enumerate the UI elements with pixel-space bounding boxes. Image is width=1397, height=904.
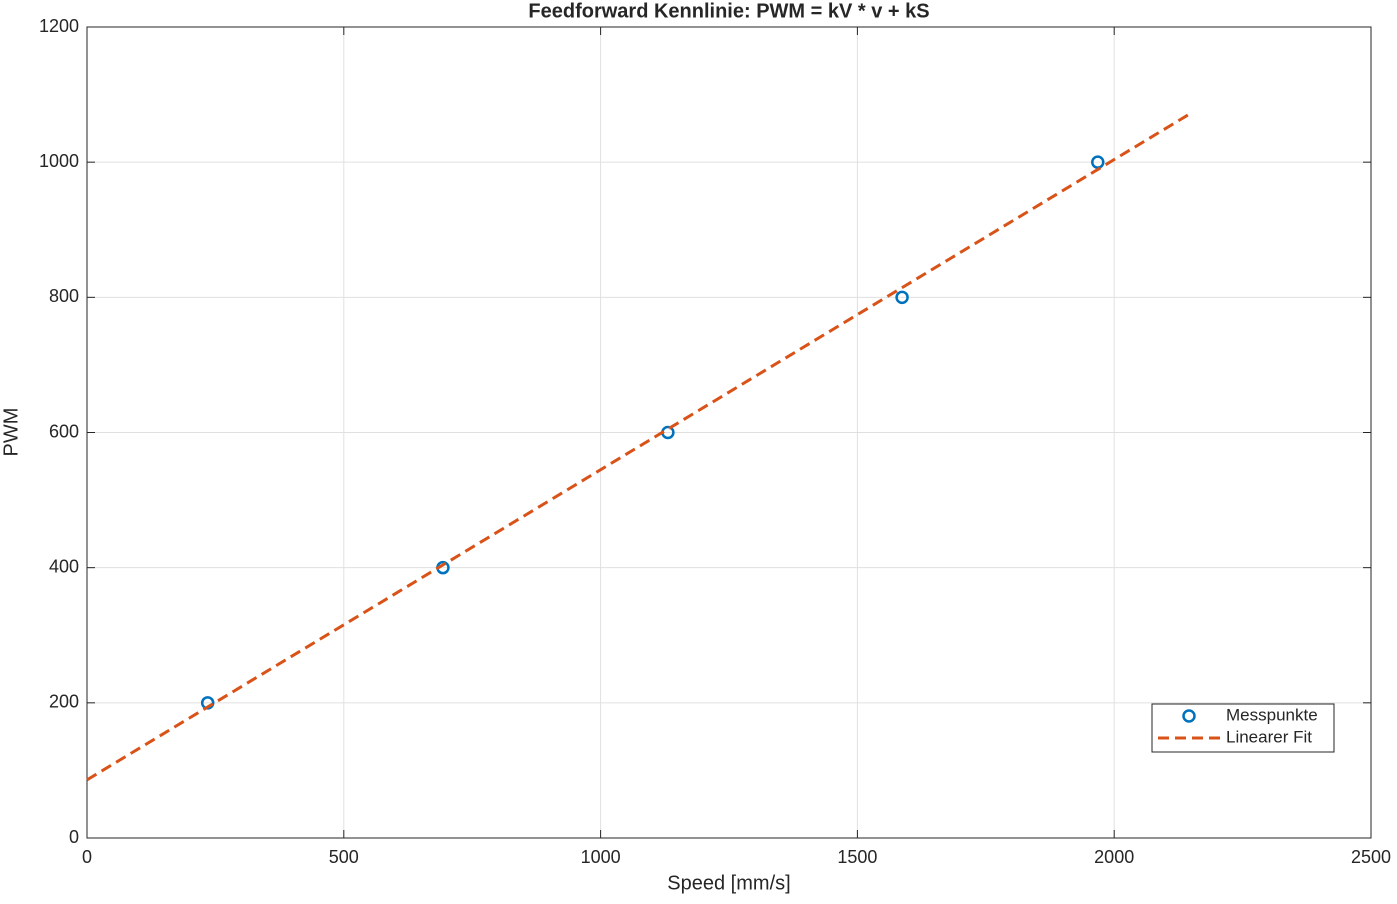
- plot-frame: [86, 26, 1372, 839]
- y-tick-label: 0: [69, 827, 79, 847]
- x-tick-label: 500: [329, 847, 359, 867]
- y-tick-label: 1000: [39, 151, 79, 171]
- x-tick-label: 2000: [1094, 847, 1134, 867]
- legend-marker: [1182, 709, 1196, 723]
- x-tick-label: 1000: [581, 847, 621, 867]
- x-axis-label: Speed [mm/s]: [667, 872, 790, 894]
- y-tick-label: 1200: [39, 16, 79, 36]
- y-tick-label: 400: [49, 556, 79, 576]
- y-tick-label: 800: [49, 286, 79, 306]
- chart-title: Feedforward Kennlinie: PWM = kV * v + kS: [528, 0, 929, 22]
- y-tick-label: 600: [49, 421, 79, 441]
- legend-label: Messpunkte: [1226, 705, 1318, 724]
- y-tick-label: 200: [49, 692, 79, 712]
- legend-label: Linearer Fit: [1226, 727, 1312, 746]
- legend-box: [1151, 703, 1335, 753]
- x-tick-label: 1500: [837, 847, 877, 867]
- y-axis-label: PWM: [0, 408, 22, 457]
- x-tick-label: 2500: [1351, 847, 1391, 867]
- x-tick-label: 0: [82, 847, 92, 867]
- data-point: [1091, 155, 1105, 169]
- fit-line: [86, 113, 1189, 782]
- data-point: [895, 290, 909, 305]
